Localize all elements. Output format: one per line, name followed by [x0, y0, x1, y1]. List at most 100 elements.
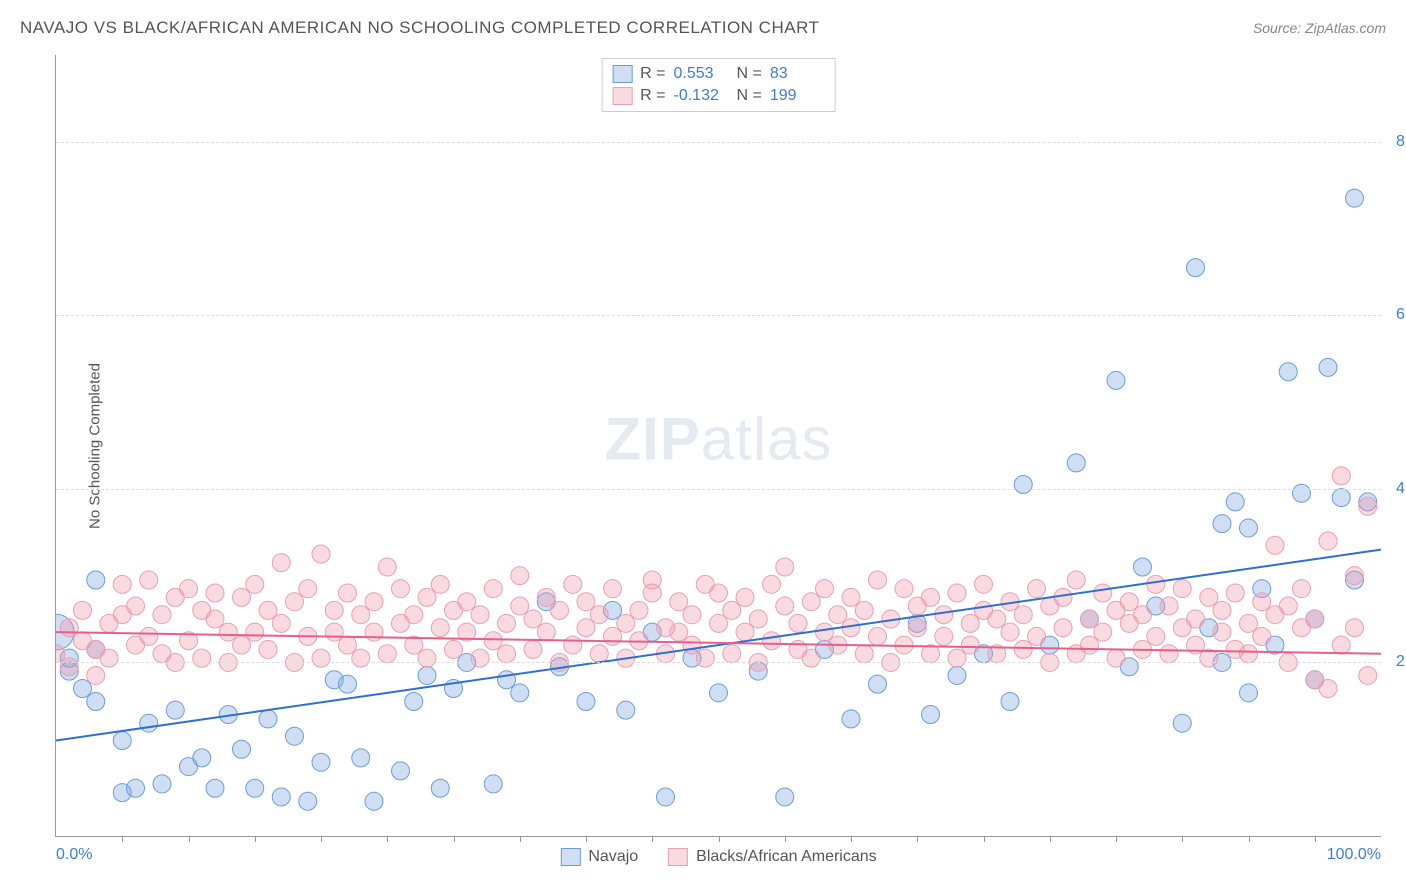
legend-bottom: NavajoBlacks/African Americans	[560, 848, 876, 866]
data-point	[140, 571, 158, 589]
y-tick-label: 8.0%	[1396, 133, 1406, 151]
data-point	[1359, 497, 1377, 515]
data-point	[1160, 645, 1178, 663]
data-point	[617, 614, 635, 632]
legend-swatch	[612, 65, 632, 83]
data-point	[776, 788, 794, 806]
data-point	[776, 597, 794, 615]
x-tick	[586, 836, 587, 842]
legend-swatch	[560, 848, 580, 866]
x-tick	[1249, 836, 1250, 842]
data-point	[352, 606, 370, 624]
data-point	[604, 580, 622, 598]
data-point	[1213, 601, 1231, 619]
r-label: R =	[640, 65, 665, 83]
data-point	[961, 614, 979, 632]
data-point	[74, 679, 92, 697]
data-point	[749, 610, 767, 628]
data-point	[233, 588, 251, 606]
data-point	[219, 623, 237, 641]
data-point	[604, 627, 622, 645]
data-point	[1054, 619, 1072, 637]
data-point	[471, 606, 489, 624]
data-point	[816, 623, 834, 641]
data-point	[418, 666, 436, 684]
x-tick	[1050, 836, 1051, 842]
data-point	[1279, 363, 1297, 381]
data-point	[590, 606, 608, 624]
data-point	[127, 597, 145, 615]
n-label: N =	[737, 65, 762, 83]
data-point	[524, 610, 542, 628]
data-point	[405, 692, 423, 710]
data-point	[193, 749, 211, 767]
x-tick	[851, 836, 852, 842]
data-point	[1001, 623, 1019, 641]
data-point	[286, 727, 304, 745]
data-point	[736, 623, 754, 641]
data-point	[325, 623, 343, 641]
data-point	[869, 627, 887, 645]
x-tick	[1315, 836, 1316, 842]
data-point	[948, 666, 966, 684]
data-point	[352, 649, 370, 667]
x-tick	[652, 836, 653, 842]
data-point	[87, 692, 105, 710]
stats-row: R = 0.553 N = 83	[612, 63, 825, 85]
data-point	[683, 636, 701, 654]
data-point	[511, 597, 529, 615]
n-label: N =	[737, 87, 762, 105]
data-point	[233, 740, 251, 758]
data-point	[1306, 610, 1324, 628]
data-point	[206, 584, 224, 602]
data-point	[431, 575, 449, 593]
data-point	[100, 649, 118, 667]
data-point	[378, 558, 396, 576]
data-point	[193, 649, 211, 667]
x-tick	[122, 836, 123, 842]
data-point	[312, 753, 330, 771]
data-point	[948, 584, 966, 602]
data-point	[418, 649, 436, 667]
n-value: 199	[770, 87, 825, 105]
data-point	[140, 714, 158, 732]
n-value: 83	[770, 65, 825, 83]
chart-svg	[56, 55, 1381, 836]
plot-area: ZIPatlas R = 0.553 N = 83 R = -0.132 N =…	[55, 55, 1381, 837]
data-point	[1187, 610, 1205, 628]
data-point	[246, 779, 264, 797]
gridline	[56, 489, 1381, 490]
data-point	[259, 601, 277, 619]
data-point	[1293, 580, 1311, 598]
r-label: R =	[640, 87, 665, 105]
x-tick	[1182, 836, 1183, 842]
x-tick	[1116, 836, 1117, 842]
data-point	[1081, 636, 1099, 654]
chart-header: NAVAJO VS BLACK/AFRICAN AMERICAN NO SCHO…	[20, 18, 1386, 38]
data-point	[816, 580, 834, 598]
data-point	[339, 675, 357, 693]
data-point	[431, 619, 449, 637]
data-point	[935, 627, 953, 645]
data-point	[1279, 597, 1297, 615]
y-tick-label: 6.0%	[1396, 306, 1406, 324]
data-point	[259, 640, 277, 658]
data-point	[1028, 627, 1046, 645]
data-point	[471, 649, 489, 667]
data-point	[1293, 484, 1311, 502]
data-point	[1240, 684, 1258, 702]
data-point	[564, 636, 582, 654]
x-axis-label-min: 0.0%	[56, 846, 92, 864]
legend-swatch	[668, 848, 688, 866]
data-point	[286, 593, 304, 611]
data-point	[206, 610, 224, 628]
data-point	[948, 649, 966, 667]
stats-box: R = 0.553 N = 83 R = -0.132 N = 199	[601, 58, 836, 112]
data-point	[1266, 536, 1284, 554]
x-axis-label-max: 100.0%	[1327, 846, 1381, 864]
data-point	[564, 575, 582, 593]
data-point	[975, 575, 993, 593]
data-point	[339, 584, 357, 602]
y-tick-label: 2.0%	[1396, 653, 1406, 671]
data-point	[763, 632, 781, 650]
